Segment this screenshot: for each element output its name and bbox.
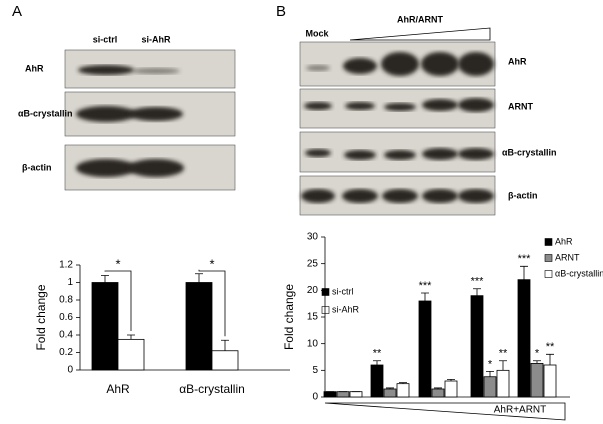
y-tick-label: 0.4 xyxy=(59,330,73,341)
y-tick-label: 15 xyxy=(307,312,319,323)
bar xyxy=(396,383,410,398)
x-tick-label: αB-crystallin xyxy=(179,382,245,396)
bar xyxy=(496,369,510,398)
significance: *** xyxy=(471,276,485,288)
significance: * xyxy=(209,256,214,271)
y-tick-label: 20 xyxy=(307,285,319,296)
y-axis-label: Fold change xyxy=(34,284,48,350)
legend-label: si-ctrl xyxy=(332,286,354,296)
significance: ** xyxy=(499,348,508,360)
error-bar xyxy=(127,334,135,340)
y-tick-label: 0 xyxy=(67,365,73,376)
lane-label: si-AhR xyxy=(142,34,172,44)
significance: *** xyxy=(419,280,433,292)
bar xyxy=(383,388,397,398)
legend-swatch xyxy=(321,288,330,296)
bar xyxy=(323,391,337,398)
error-bar xyxy=(386,387,394,389)
significance: * xyxy=(115,256,120,271)
bar xyxy=(336,391,350,398)
y-tick-label: 5 xyxy=(312,365,318,376)
bar xyxy=(470,295,484,398)
panel-letter: A xyxy=(12,3,22,20)
error-bar xyxy=(373,360,381,365)
error-bar xyxy=(101,275,109,283)
error-bar xyxy=(421,292,429,301)
error-bar xyxy=(195,273,203,283)
bar xyxy=(543,364,557,398)
row-label: αB-crystallin xyxy=(18,108,73,118)
error-bar xyxy=(486,371,494,377)
row-label: ARNT xyxy=(508,101,533,111)
row-label: β-actin xyxy=(22,162,52,172)
error-bar xyxy=(533,360,541,364)
error-bar xyxy=(434,387,442,389)
bar xyxy=(349,391,363,398)
error-bar xyxy=(499,360,507,371)
bar xyxy=(91,282,119,371)
x-tick-label: AhR xyxy=(106,382,130,396)
bar xyxy=(117,338,145,371)
bar xyxy=(211,350,239,371)
legend-swatch xyxy=(321,306,330,314)
row-label: β-actin xyxy=(508,190,538,200)
blot-b xyxy=(299,41,496,216)
error-bar xyxy=(473,288,481,296)
y-axis-label: Fold change xyxy=(282,284,296,350)
row-label: αB-crystallin xyxy=(502,147,557,157)
legend-swatch xyxy=(544,238,553,246)
x-axis-label: AhR+ARNT xyxy=(494,405,547,416)
legend-label: αB-crystallin xyxy=(555,268,603,278)
y-tick-label: 10 xyxy=(307,338,319,349)
bar xyxy=(530,362,544,398)
bracket xyxy=(198,269,226,337)
y-tick-label: 0 xyxy=(312,392,318,403)
error-bar xyxy=(546,353,554,365)
significance: ** xyxy=(373,348,382,360)
bar xyxy=(370,364,384,398)
error-bar xyxy=(520,265,528,280)
bar xyxy=(185,282,213,371)
y-tick-label: 1.2 xyxy=(59,260,73,271)
gradient-triangle xyxy=(324,402,566,421)
y-tick-label: 25 xyxy=(307,258,319,269)
y-tick-label: 0.8 xyxy=(59,295,73,306)
legend-label: ARNT xyxy=(555,252,580,262)
significance: * xyxy=(488,358,493,370)
row-label: AhR xyxy=(508,56,527,66)
bar xyxy=(517,279,531,398)
blot-a xyxy=(64,49,236,191)
y-tick-label: 1 xyxy=(67,277,73,288)
error-bar xyxy=(399,382,407,384)
gradient-triangle xyxy=(349,27,491,41)
y-tick-label: 0.2 xyxy=(59,347,73,358)
bar xyxy=(418,300,432,398)
legend-swatch xyxy=(544,254,553,262)
legend-label: AhR xyxy=(555,236,573,246)
bar xyxy=(444,380,458,398)
lane-label: Mock xyxy=(305,28,329,38)
y-tick-label: 30 xyxy=(307,232,319,243)
bar xyxy=(431,388,445,398)
bar xyxy=(483,376,497,398)
significance: * xyxy=(535,348,540,360)
error-bar xyxy=(221,339,229,351)
panel-letter: B xyxy=(276,3,286,20)
row-label: AhR xyxy=(25,63,44,73)
lane-label: si-ctrl xyxy=(93,34,118,44)
significance: *** xyxy=(518,253,532,265)
bracket xyxy=(104,270,132,331)
error-bar xyxy=(447,379,455,381)
legend-label: si-AhR xyxy=(332,304,360,314)
significance: ** xyxy=(546,341,555,353)
lane-label: AhR/ARNT xyxy=(397,14,443,24)
legend-swatch xyxy=(544,270,553,278)
y-tick-label: 0.6 xyxy=(59,312,73,323)
